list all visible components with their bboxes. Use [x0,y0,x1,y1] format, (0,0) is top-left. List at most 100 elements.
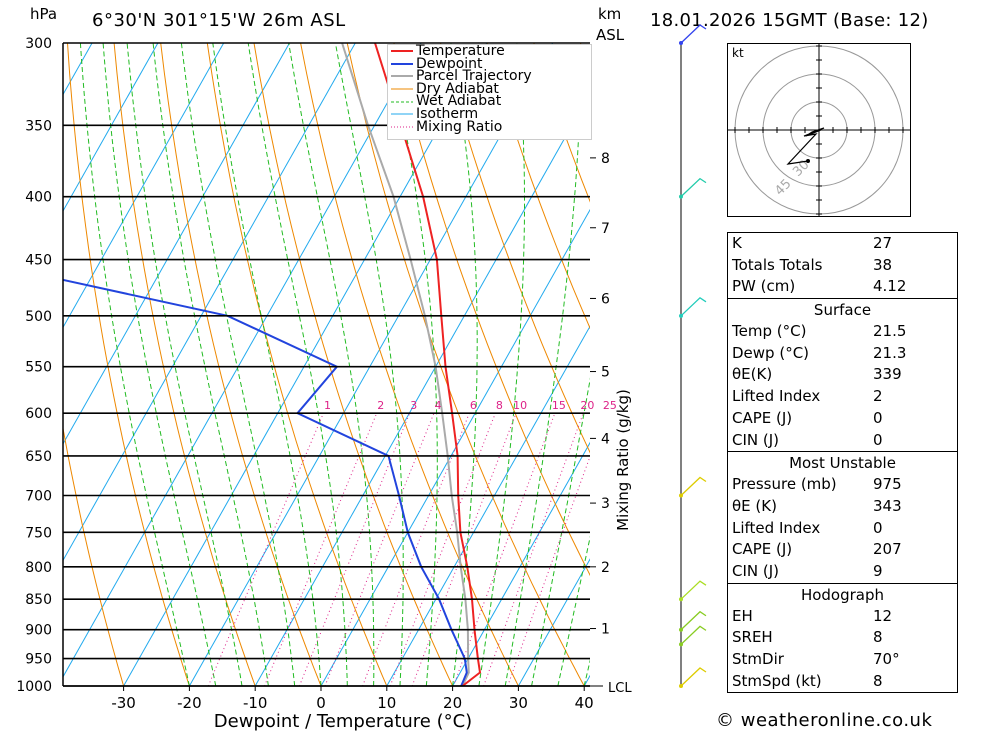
dewpoint-line [63,278,468,686]
legend-swatch [391,75,413,78]
legend-label: Isotherm [416,105,479,122]
legend-label: Parcel Trajectory [416,68,532,85]
hodograph-unit: kt [732,46,744,60]
x-tick-label: 20 [443,694,462,712]
wind-barb [680,24,707,44]
wet-adiabat-line [247,43,348,686]
wet-adiabat-line [288,43,375,686]
wet-adiabat-line [557,535,590,686]
index-label: SREH [732,628,773,647]
pressure-tick-label: 350 [25,118,52,134]
pressure-tick-label: 800 [25,560,52,576]
index-label: CIN (J) [732,561,780,580]
index-label: K [732,234,742,252]
index-row: Lifted Index 2 [728,386,957,408]
isotherm-line [0,43,26,686]
pressure-tick-label: 950 [25,652,52,668]
index-value: 70° [873,650,900,668]
index-row: StmDir 70° [728,649,957,671]
mixing-ratio-label: 2 [377,399,384,412]
index-row: CAPE (J) 0 [728,408,957,430]
mixing-ratio-label: 15 [552,399,566,412]
index-row: θE(K) 339 [728,364,957,386]
mixing-ratio-label: 20 [580,399,594,412]
index-value: 339 [873,365,902,384]
pressure-tick-label: 600 [25,406,52,422]
pressure-tick-label: 750 [25,525,52,541]
temperature-line [374,43,482,686]
index-value: 21.5 [873,322,907,341]
index-row: PW (cm) 4.12 [728,276,957,298]
isotherm-line [517,558,590,686]
mixing-ratio-line [507,455,590,686]
index-value: 0 [873,518,883,537]
index-value: 27 [873,234,893,252]
index-row: SREH 8 [728,627,957,649]
index-value: 9 [873,561,883,580]
x-axis-label: Dewpoint / Temperature (°C) [214,711,472,732]
isotherm-line [386,325,590,686]
km-tick-label: 7 [601,221,610,237]
km-tick-label: 3 [601,496,610,512]
index-label: CAPE (J) [732,540,793,559]
index-value: 8 [873,628,883,647]
isotherm-line [320,208,590,686]
indices-panel: K 27 Totals Totals 38 PW (cm) 4.12 Surface Te… [727,232,958,694]
legend-item: Isotherm [388,105,591,122]
index-row: K 27 [728,233,957,255]
hodograph-title: Hodograph [728,582,957,606]
index-label: θE(K) [732,365,773,384]
mixing-ratio-line [362,413,470,686]
index-row: CAPE (J) 207 [728,539,957,561]
wind-barb [680,476,707,496]
hodograph: kt 30 45 [727,43,911,217]
index-value: 8 [873,671,883,690]
parcel-trajectory-line [341,43,470,686]
legend-label: Mixing Ratio [416,118,503,135]
mixing-ratio-label: 10 [513,399,527,412]
datetime-title: 18.01.2026 15GMT (Base: 12) [650,10,929,31]
wet-adiabat-line [79,43,190,686]
isotherm-line [63,43,422,678]
dry-adiabat-line [954,43,1000,686]
index-label: Totals Totals [732,255,823,274]
x-tick-label: 30 [509,694,528,712]
legend-item: Mixing Ratio [388,118,591,135]
legend-label: Temperature [416,43,505,59]
legend-label: Wet Adiabat [416,93,502,110]
x-tick-label: -30 [111,694,136,712]
isotherm-line [254,92,590,686]
mixing-ratio-line [324,413,435,686]
legend-item: Dry Adiabat [388,82,591,96]
index-row: Totals Totals 38 [728,255,957,277]
isotherm-line [63,43,159,212]
index-row: Lifted Index 0 [728,518,957,540]
dry-adiabat-line [486,43,590,330]
index-row: EH 12 [728,606,957,628]
hodograph-point [806,159,810,163]
isotherm-line [63,43,356,562]
index-label: Lifted Index [732,387,821,406]
mixing-ratio-label: 8 [496,399,503,412]
index-label: CAPE (J) [732,408,793,427]
km-tick-label: 1 [601,622,610,638]
wind-barb [680,667,707,687]
dry-adiabat-line [160,43,322,686]
mixing-ratio-axis-label: Mixing Ratio (g/kg) [614,389,632,531]
x-tick-label: 40 [575,694,594,712]
pressure-tick-label: 500 [25,309,52,325]
isotherm-line [123,43,488,686]
legend-swatch [391,113,413,115]
index-label: Dewp (°C) [732,343,810,362]
km-tick-label: 8 [601,151,610,167]
copyright[interactable]: © weatheronline.co.uk [716,710,933,731]
most-unstable-title: Most Unstable [728,451,957,474]
wet-adiabat-line [126,43,243,686]
mixing-ratio-label: 6 [470,399,477,412]
pressure-tick-label: 300 [25,36,52,52]
mixing-ratio-label: 1 [324,399,331,412]
hodograph-trace [786,127,825,165]
wet-adiabat-line [389,43,438,686]
wind-barb [680,625,707,645]
